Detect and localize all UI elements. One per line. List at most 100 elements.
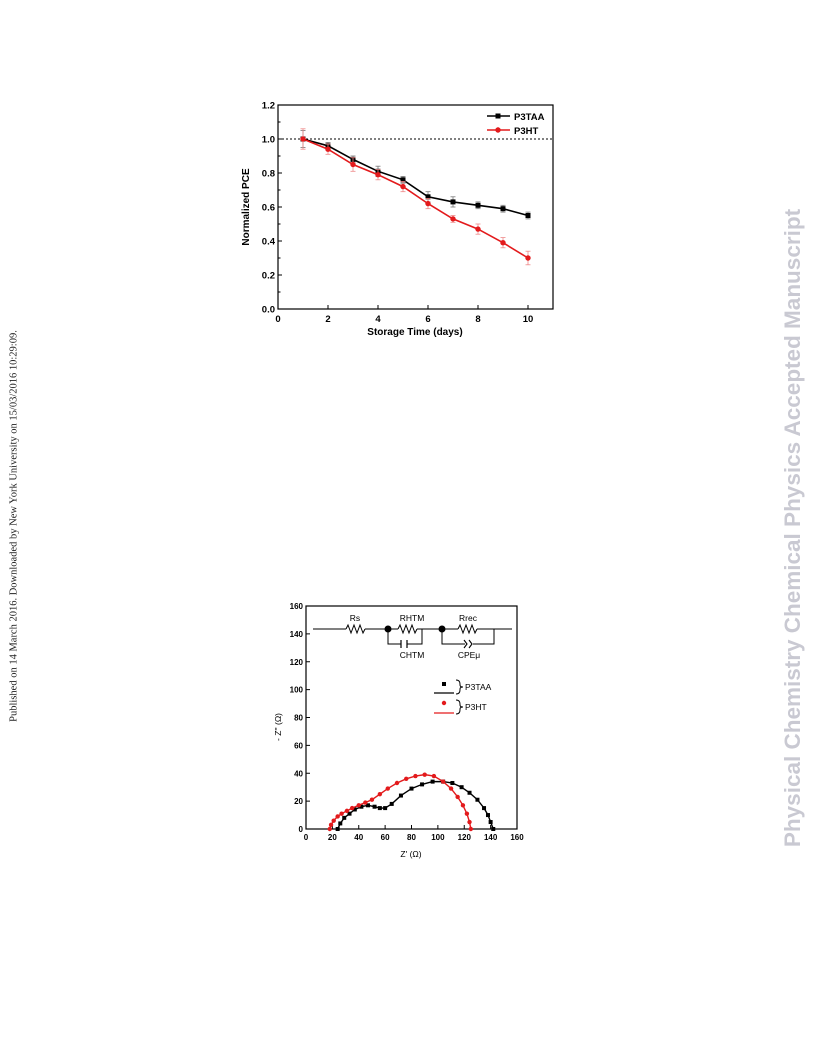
data-point-p3ht bbox=[375, 172, 381, 178]
data-point-p3taa bbox=[338, 821, 343, 826]
y-tick-label: 40 bbox=[294, 769, 303, 778]
x-tick-label: 10 bbox=[523, 314, 534, 325]
cpe-label: CPEμ bbox=[458, 650, 480, 660]
legend: P3TAA P3HT bbox=[434, 679, 492, 715]
y-tick-label: 160 bbox=[290, 602, 304, 611]
x-axis-label: Z' (Ω) bbox=[400, 849, 421, 859]
data-point-p3ht bbox=[331, 818, 336, 823]
data-point-p3ht bbox=[422, 772, 427, 777]
data-point-p3taa bbox=[342, 815, 347, 820]
rrec-label: Rrec bbox=[459, 613, 478, 623]
y-tick-label: 0.0 bbox=[262, 305, 275, 316]
legend-label-p3ht: P3HT bbox=[465, 702, 487, 712]
y-tick-label: 60 bbox=[294, 741, 303, 750]
data-point-p3taa bbox=[409, 786, 414, 791]
data-point-p3taa bbox=[467, 790, 472, 795]
plot-frame bbox=[277, 104, 554, 310]
data-point-p3taa bbox=[485, 813, 490, 818]
data-point-p3ht bbox=[356, 803, 361, 808]
x-axis-ticks: 0 20 40 60 80 100 120 140 160 bbox=[304, 825, 524, 842]
series-layer bbox=[300, 128, 531, 266]
equivalent-circuit bbox=[313, 623, 512, 645]
x-tick-label: 60 bbox=[381, 833, 390, 842]
data-point-p3ht bbox=[448, 786, 454, 791]
legend-label-p3taa: P3TAA bbox=[514, 112, 545, 123]
data-point-p3taa bbox=[488, 820, 493, 825]
data-point-p3taa bbox=[500, 206, 506, 212]
data-point-p3taa bbox=[525, 213, 531, 218]
data-point-p3taa bbox=[475, 202, 481, 208]
data-point-p3taa bbox=[430, 779, 435, 784]
data-point-p3ht bbox=[325, 146, 331, 152]
x-tick-label: 0 bbox=[275, 314, 280, 325]
data-point-p3ht bbox=[500, 240, 506, 246]
data-point-p3taa bbox=[482, 806, 487, 811]
x-tick-label: 8 bbox=[475, 314, 480, 325]
rhtm-label: RHTM bbox=[400, 613, 425, 623]
data-point-p3taa bbox=[459, 785, 464, 790]
data-point-p3taa bbox=[475, 797, 480, 802]
data-point-p3taa bbox=[420, 782, 425, 787]
data-point-p3taa bbox=[425, 194, 431, 200]
y-tick-label: 0.2 bbox=[262, 271, 275, 282]
x-tick-label: 120 bbox=[458, 833, 472, 842]
data-point-p3taa bbox=[450, 781, 455, 786]
y-tick-label: 120 bbox=[290, 658, 304, 667]
data-point-p3ht bbox=[344, 808, 350, 814]
data-point-p3ht bbox=[455, 794, 460, 800]
x-axis-label: Storage Time (days) bbox=[367, 327, 462, 338]
data-point-p3ht bbox=[377, 791, 383, 797]
series-line-p3ht bbox=[302, 138, 529, 259]
y-tick-label: 0 bbox=[299, 825, 304, 834]
legend-marker-p3taa bbox=[442, 682, 446, 686]
data-point-p3ht bbox=[413, 773, 418, 779]
data-point-p3ht bbox=[460, 803, 466, 808]
data-point-p3taa bbox=[398, 793, 403, 798]
circuit-node bbox=[384, 625, 392, 633]
data-point-p3ht bbox=[369, 797, 375, 802]
cpe-element-bracket bbox=[468, 639, 473, 649]
data-point-p3ht bbox=[431, 773, 437, 779]
x-tick-label: 100 bbox=[431, 833, 445, 842]
data-point-p3taa bbox=[389, 801, 394, 806]
data-point-p3ht bbox=[468, 826, 474, 832]
data-point-p3ht bbox=[400, 183, 406, 190]
legend-marker-p3taa bbox=[495, 113, 501, 119]
data-point-p3ht bbox=[425, 200, 431, 207]
y-axis-ticks: 0 20 40 60 80 100 120 140 160 bbox=[290, 602, 310, 834]
pce-stability-chart: 0 2 4 6 8 10 0.0 0.2 0.4 0.6 0.8 1.0 1.2 Storage Ti… bbox=[241, 101, 554, 338]
data-point-p3taa bbox=[383, 806, 388, 811]
data-point-p3taa bbox=[359, 804, 364, 809]
x-tick-label: 160 bbox=[510, 833, 524, 842]
data-point-p3taa bbox=[365, 803, 370, 808]
legend-marker-p3ht bbox=[441, 700, 447, 706]
y-tick-label: 20 bbox=[294, 797, 303, 806]
data-point-p3ht bbox=[335, 814, 340, 819]
data-point-p3ht bbox=[394, 780, 400, 786]
legend-label-p3taa: P3TAA bbox=[465, 682, 492, 692]
data-point-p3ht bbox=[300, 136, 306, 142]
x-tick-label: 4 bbox=[375, 314, 381, 325]
data-point-p3ht bbox=[464, 811, 470, 816]
x-tick-label: 80 bbox=[407, 833, 416, 842]
circuit-node bbox=[438, 625, 446, 633]
data-point-p3ht bbox=[467, 819, 472, 825]
data-point-p3taa bbox=[335, 827, 340, 831]
data-point-p3ht bbox=[328, 822, 334, 828]
side-note-text: Published on 14 March 2016. Downloaded b… bbox=[8, 330, 20, 722]
data-point-p3ht bbox=[475, 226, 481, 232]
y-tick-label: 140 bbox=[290, 630, 304, 639]
y-axis-label: Normalized PCE bbox=[241, 168, 252, 246]
data-point-p3taa bbox=[352, 807, 357, 812]
watermark-text: Physical Chemistry Chemical Physics Acce… bbox=[780, 208, 805, 848]
data-point-p3ht bbox=[339, 811, 344, 816]
y-axis-label: - Z'' (Ω) bbox=[273, 713, 283, 741]
y-tick-label: 0.8 bbox=[262, 169, 275, 180]
legend-marker-p3ht bbox=[495, 127, 501, 133]
y-tick-label: 0.6 bbox=[262, 203, 275, 214]
data-point-p3ht bbox=[404, 776, 409, 782]
chtm-capacitor-gap bbox=[401, 640, 407, 648]
data-point-p3ht bbox=[525, 255, 531, 261]
y-tick-label: 1.0 bbox=[262, 135, 275, 146]
series-layer bbox=[327, 772, 496, 832]
